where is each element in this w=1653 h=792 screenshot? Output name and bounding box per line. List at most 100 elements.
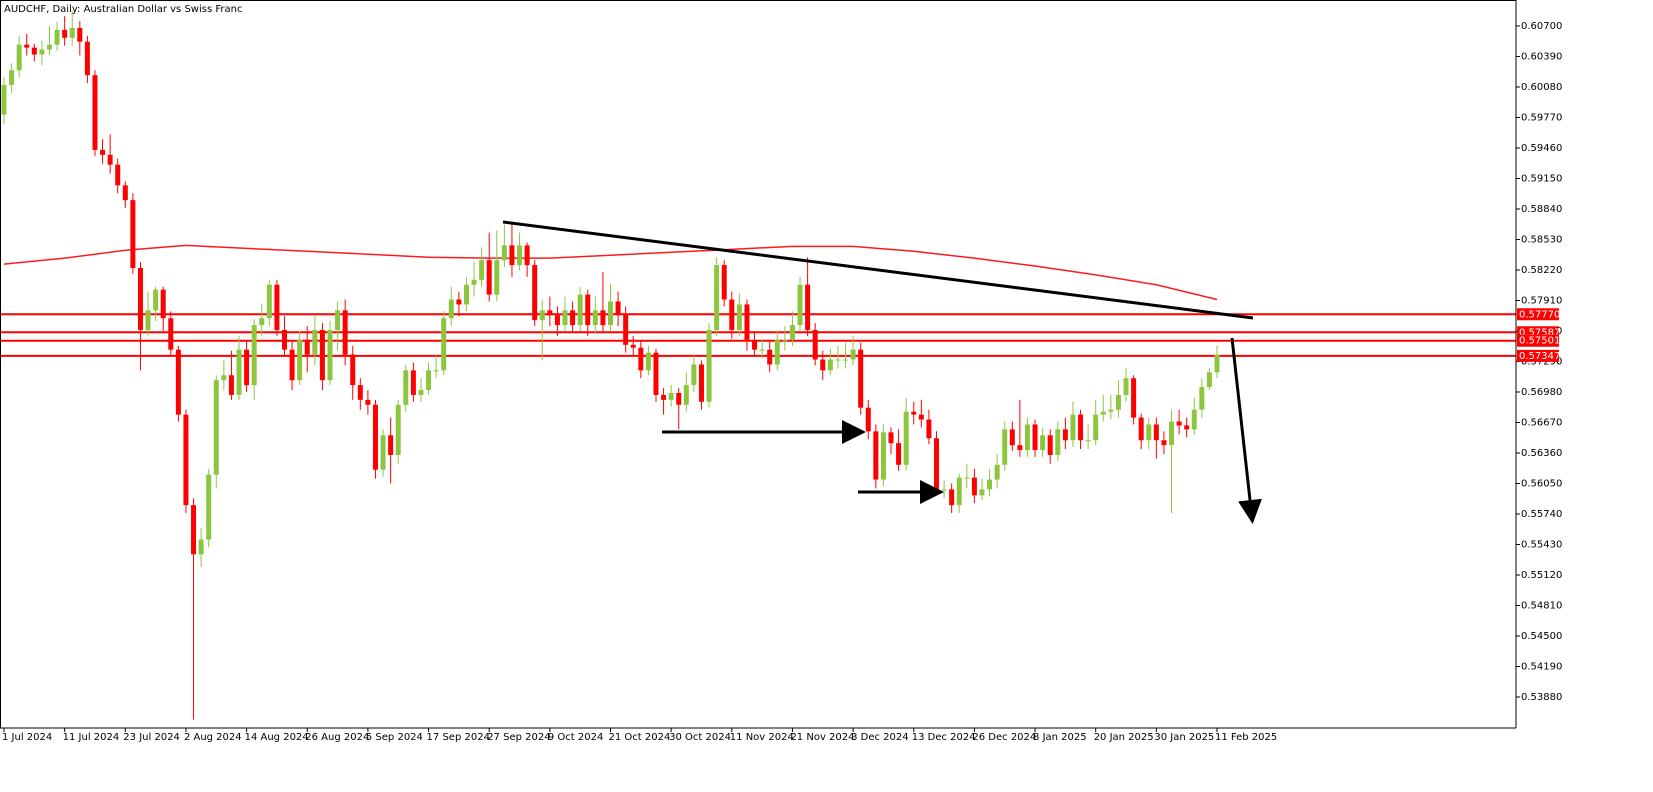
level-label: 0.57587 [1519, 327, 1560, 338]
candle-body [137, 268, 143, 331]
candle-body [297, 339, 303, 381]
candle-body [949, 489, 955, 506]
candle-body [964, 477, 970, 479]
candle-body [107, 154, 113, 165]
candle-body [501, 245, 507, 261]
x-tick-label: 14 Aug 2024 [245, 732, 309, 743]
candle-body [592, 310, 598, 326]
candle-body [456, 299, 462, 305]
x-tick-label: 11 Nov 2024 [730, 732, 794, 743]
y-tick-label: 0.59460 [1521, 143, 1562, 154]
y-tick-label: 0.60700 [1521, 21, 1562, 32]
candle-body [1024, 424, 1030, 451]
candle-body [54, 29, 60, 45]
candle-body [797, 284, 803, 326]
candle-body [1206, 372, 1212, 388]
candle-body [350, 354, 356, 386]
candle-body [213, 380, 219, 475]
candle-body [39, 49, 45, 55]
candle-body [570, 310, 576, 326]
y-tick-label: 0.59150 [1521, 173, 1562, 184]
y-tick-label: 0.58530 [1521, 234, 1562, 245]
candle-body [77, 27, 83, 42]
candle-body [547, 310, 553, 316]
candle-body [926, 419, 932, 439]
candle-body [433, 370, 439, 372]
candle-body [46, 44, 52, 50]
candle-body [562, 310, 568, 326]
level-tag [1517, 334, 1559, 347]
candle-body [1146, 424, 1152, 441]
y-tick-label: 0.57910 [1521, 295, 1562, 306]
candle-body [282, 330, 288, 350]
candle-body [448, 299, 454, 319]
candle-body [554, 315, 560, 326]
moving-average-line [3, 244, 1218, 301]
candle-body [312, 330, 318, 355]
candle-body [1100, 411, 1106, 415]
candle-body [880, 432, 886, 480]
candle-body [160, 289, 166, 319]
level-tag [1517, 308, 1559, 321]
level-label: 0.57501 [1519, 336, 1560, 347]
x-tick-label: 21 Nov 2024 [790, 732, 854, 743]
axis-ticks: 0.60700 0.60390 0.60080 0.59770 0.59460 0.591… [2, 21, 1562, 743]
candle-body [539, 310, 545, 321]
candle-body [441, 318, 447, 371]
candle-body [706, 330, 712, 402]
candle-body [1176, 421, 1182, 426]
candle-body [1191, 409, 1197, 430]
candle-body [365, 399, 371, 405]
candle-body [509, 245, 515, 266]
x-tick-label: 5 Sep 2024 [366, 732, 423, 743]
x-tick-label: 3 Dec 2024 [851, 732, 909, 743]
candle-body [933, 438, 939, 490]
candle-body [335, 310, 341, 331]
candle-body [130, 200, 136, 269]
x-tick-label: 8 Jan 2025 [1033, 732, 1087, 743]
candle-body [608, 301, 613, 326]
y-tick-label: 0.54500 [1521, 631, 1562, 642]
candle-body [1032, 424, 1038, 451]
y-tick-label: 0.56050 [1521, 478, 1562, 489]
candle-body [1138, 417, 1144, 441]
y-tick-label: 0.55740 [1521, 509, 1562, 520]
candle-body [1184, 425, 1190, 430]
candle-body [236, 349, 242, 395]
candle-body [865, 407, 871, 432]
candle-body [289, 349, 295, 381]
candle-body [767, 349, 773, 365]
candle-body [372, 404, 378, 470]
x-tick-label: 13 Dec 2024 [912, 732, 976, 743]
moving-average [3, 244, 1218, 301]
candle-body [812, 330, 818, 360]
candle-body [820, 359, 826, 371]
candle-body [1047, 435, 1053, 455]
candle-body [638, 347, 644, 371]
candle-body [380, 435, 386, 470]
candle-body [630, 344, 636, 348]
candle-body [62, 29, 68, 38]
trendline [502, 220, 1254, 320]
candle-body [251, 325, 257, 386]
candle-body [418, 390, 424, 395]
y-tick-label: 0.59770 [1521, 112, 1562, 123]
candle-body [486, 260, 492, 295]
candle-body [532, 265, 538, 321]
candle-body [736, 304, 742, 331]
y-tick-label: 0.54810 [1521, 601, 1562, 612]
candle-body [228, 375, 234, 395]
candle-body [600, 310, 606, 326]
candle-body [744, 304, 750, 340]
candle-body [615, 301, 621, 316]
candle-body [714, 265, 720, 331]
candle-body [1, 85, 7, 115]
candle-body [1078, 414, 1084, 441]
candle-body [524, 245, 530, 266]
arrow [1230, 337, 1262, 524]
y-tick-label: 0.54190 [1521, 662, 1562, 673]
x-tick-label: 21 Oct 2024 [609, 732, 671, 743]
candle-body [668, 392, 674, 400]
candle-body [805, 284, 811, 331]
